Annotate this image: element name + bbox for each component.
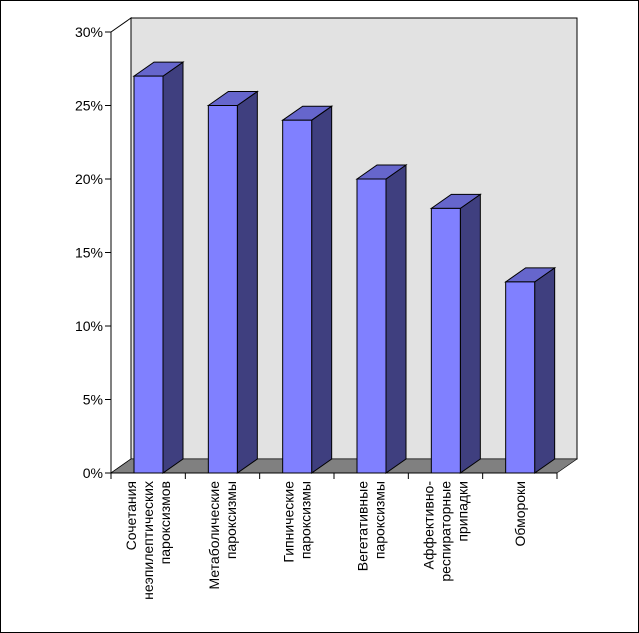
x-category-label: Метаболические пароксизмы — [206, 481, 239, 590]
x-category-label-line: Вегетативные — [355, 481, 371, 571]
x-category-label-line: Аффективно- — [421, 481, 437, 570]
bar-side — [311, 105, 333, 474]
x-category-label: Сочетания неэпилептических пароксизмов — [123, 481, 173, 600]
x-category-label: Вегетативные пароксизмы — [355, 481, 388, 571]
bar — [207, 105, 238, 474]
x-category-label-line: Гипнические — [280, 481, 296, 563]
bar-side — [385, 164, 407, 474]
bar — [430, 207, 461, 474]
bar-side — [534, 266, 556, 474]
y-tick-label: 25% — [75, 98, 103, 114]
x-category-label-line: припадки — [455, 481, 471, 542]
x-category-label-line: Сочетания — [123, 481, 139, 550]
x-category-label-line: Метаболические — [206, 481, 222, 590]
x-category-label-line: пароксизмов — [157, 481, 173, 564]
x-category-label: Гипнические пароксизмы — [280, 481, 313, 563]
x-category-label-line: пароксизмы — [297, 481, 313, 559]
x-category-label-line: респираторные — [438, 481, 454, 582]
side-wall — [110, 17, 132, 474]
x-category-label-line: неэпилептических — [140, 481, 156, 600]
bar-side — [236, 90, 258, 474]
y-tick-label: 20% — [75, 171, 103, 187]
x-category-label-line: Обмороки — [512, 481, 528, 547]
x-category-label-line: пароксизмы — [223, 481, 239, 559]
bar — [133, 75, 164, 474]
x-category-label: Аффективно-респираторные припадки — [421, 481, 471, 582]
y-tick-label: 15% — [75, 245, 103, 261]
bar — [282, 119, 313, 474]
y-tick-label: 0% — [83, 465, 103, 481]
bar-side — [162, 61, 184, 474]
bar — [356, 178, 387, 474]
y-tick-label: 5% — [83, 392, 103, 408]
y-tick-label: 30% — [75, 24, 103, 40]
x-category-label: Обмороки — [512, 481, 528, 547]
x-category-label-line: пароксизмы — [372, 481, 388, 559]
bar — [505, 281, 536, 474]
y-tick-label: 10% — [75, 318, 103, 334]
bar-side — [459, 193, 481, 474]
